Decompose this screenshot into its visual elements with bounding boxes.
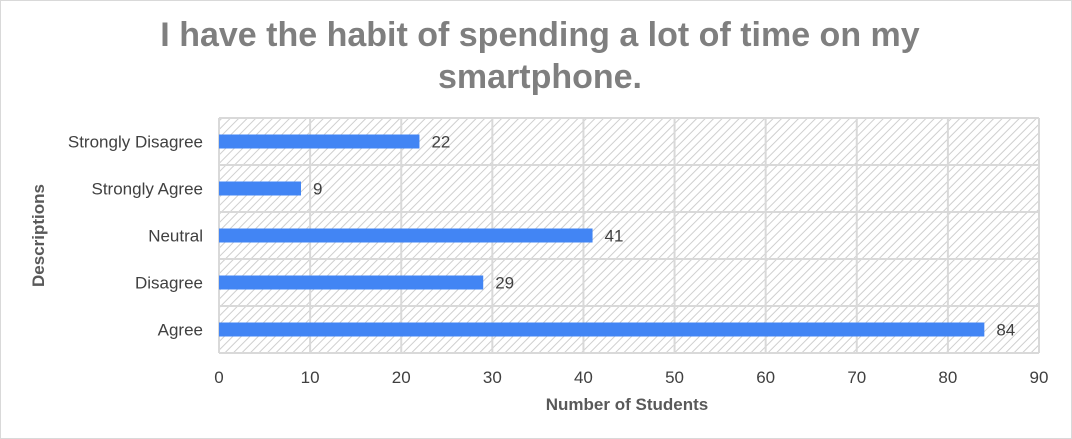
data-label: 9 xyxy=(313,180,322,199)
y-tick-label: Strongly Agree xyxy=(91,180,203,199)
bars xyxy=(219,134,985,337)
x-tick-label: 60 xyxy=(756,368,775,387)
bar xyxy=(219,322,985,337)
y-tick-label: Disagree xyxy=(135,274,203,293)
data-label: 22 xyxy=(431,133,450,152)
data-label: 84 xyxy=(996,321,1015,340)
bar xyxy=(219,228,593,243)
x-tick-label: 80 xyxy=(938,368,957,387)
bar xyxy=(219,181,301,196)
data-label: 29 xyxy=(495,274,514,293)
x-tick-label: 70 xyxy=(847,368,866,387)
y-axis-title: Descriptions xyxy=(29,184,48,287)
y-tick-label: Agree xyxy=(158,321,203,340)
y-tick-label: Strongly Disagree xyxy=(68,133,203,152)
labels: 0 10 20 30 40 50 60 70 80 90 22 Strongly Disagree 9 S… xyxy=(68,133,1049,388)
x-tick-label: 40 xyxy=(574,368,593,387)
chart-title: I have the habit of spending a lot of ti… xyxy=(160,16,920,96)
x-tick-label: 10 xyxy=(301,368,320,387)
x-tick-label: 20 xyxy=(392,368,411,387)
x-tick-label: 0 xyxy=(214,368,223,387)
y-tick-label: Neutral xyxy=(148,227,203,246)
bar xyxy=(219,275,484,290)
x-tick-label: 30 xyxy=(483,368,502,387)
x-axis-title: Number of Students xyxy=(546,395,708,414)
data-label: 41 xyxy=(605,227,624,246)
x-tick-label: 90 xyxy=(1030,368,1049,387)
bar xyxy=(219,134,420,149)
x-tick-label: 50 xyxy=(665,368,684,387)
